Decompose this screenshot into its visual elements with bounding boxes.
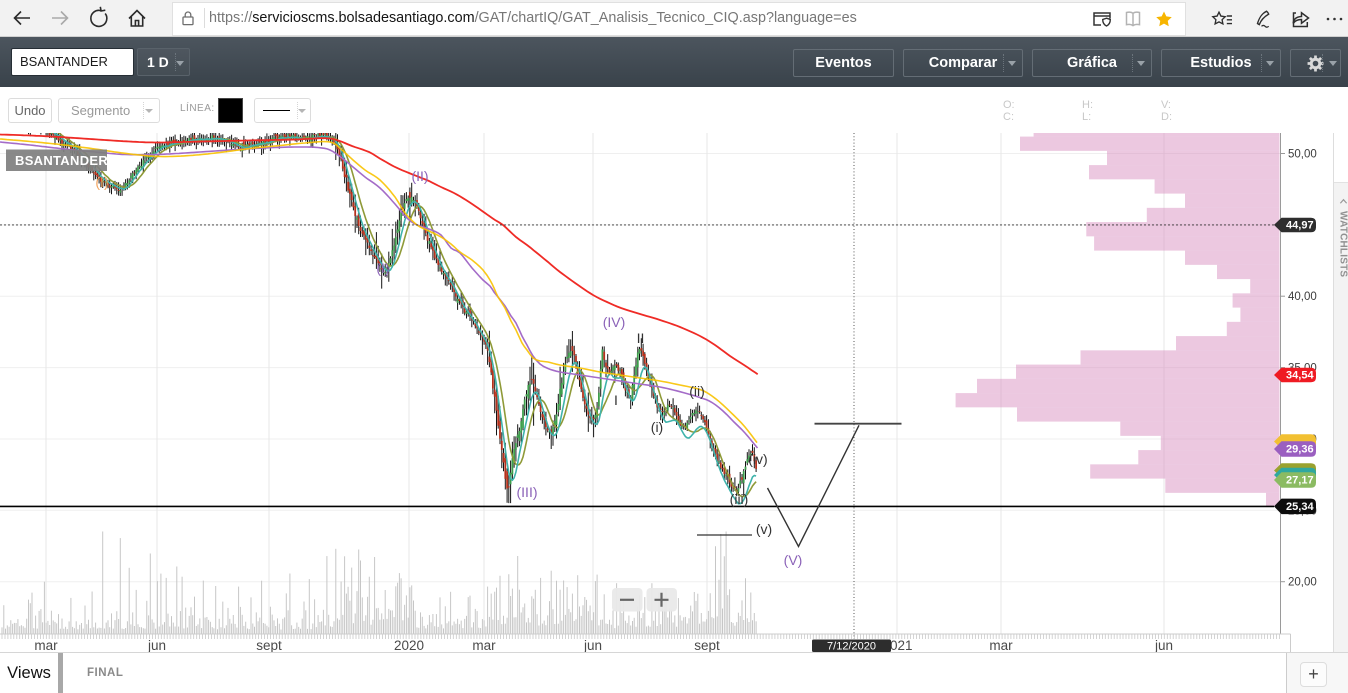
svg-text:jun: jun — [1154, 638, 1173, 652]
svg-text:mar: mar — [472, 638, 496, 652]
svg-text:sept: sept — [694, 638, 720, 652]
svg-text:BSANTANDER: BSANTANDER — [15, 153, 108, 168]
svg-text:II: II — [637, 330, 645, 346]
svg-text:34,54: 34,54 — [1286, 370, 1314, 382]
svg-text:mar: mar — [989, 638, 1013, 652]
svg-text:7/12/2020: 7/12/2020 — [827, 641, 876, 653]
svg-text:2020: 2020 — [394, 638, 424, 652]
svg-text:44,97: 44,97 — [1286, 220, 1314, 232]
svg-text:27,17: 27,17 — [1286, 475, 1314, 487]
svg-text:(III): (III) — [517, 484, 538, 500]
svg-text:(i): (i) — [651, 419, 663, 435]
svg-text:jun: jun — [147, 638, 166, 652]
svg-text:(V): (V) — [784, 552, 803, 568]
svg-text:(I): (I) — [95, 174, 108, 190]
svg-text:(ii): (ii) — [689, 383, 705, 399]
svg-text:I: I — [614, 392, 618, 408]
svg-text:jun: jun — [583, 638, 602, 652]
svg-text:sept: sept — [256, 638, 282, 652]
svg-text:20,00: 20,00 — [1288, 577, 1317, 589]
svg-text:29,36: 29,36 — [1286, 444, 1314, 456]
svg-text:(iii): (iii) — [730, 491, 749, 507]
svg-text:(IV): (IV) — [603, 314, 626, 330]
svg-text:(I): (I) — [376, 260, 389, 276]
svg-text:(iv): (iv) — [748, 451, 767, 467]
svg-text:mar: mar — [34, 638, 58, 652]
svg-text:25,34: 25,34 — [1286, 501, 1314, 513]
svg-text:(II): (II) — [411, 168, 428, 184]
svg-text:(v): (v) — [756, 521, 772, 537]
svg-text:40,00: 40,00 — [1288, 291, 1317, 303]
svg-text:50,00: 50,00 — [1288, 149, 1317, 161]
